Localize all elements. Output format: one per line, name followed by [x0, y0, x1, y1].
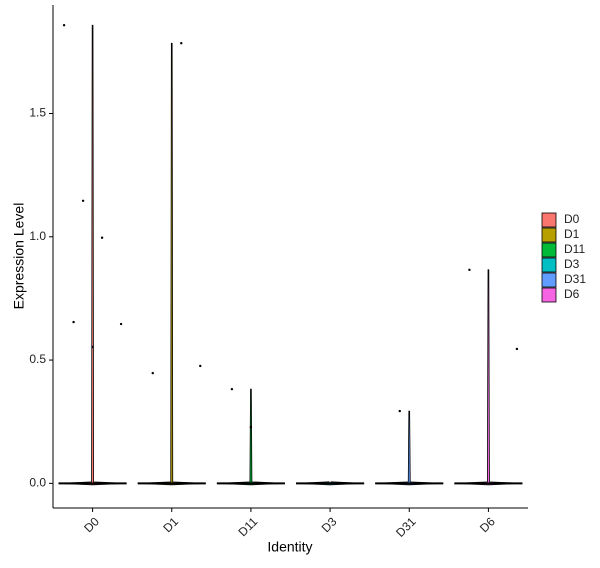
y-tick-label: 1.5 [29, 106, 46, 120]
legend-label: D3 [564, 257, 580, 271]
x-tick-label: D3 [319, 514, 340, 535]
violin [375, 410, 444, 486]
legend-swatch [541, 257, 557, 273]
x-axis-label: Identity [267, 539, 312, 555]
point [398, 409, 401, 413]
violin [137, 42, 206, 486]
legend-label: D1 [564, 227, 580, 241]
point [230, 387, 234, 391]
point [91, 345, 94, 349]
point [62, 24, 66, 27]
legend-swatch [541, 242, 557, 258]
x-tick-label: D0 [81, 514, 102, 535]
y-tick-label: 0.5 [29, 352, 46, 366]
point [180, 42, 183, 45]
point [81, 199, 85, 202]
y-tick-label: 1.0 [29, 229, 46, 243]
point [199, 364, 202, 368]
x-tick-label: D31 [393, 514, 419, 540]
legend-label: D11 [564, 242, 585, 256]
legend-label: D6 [564, 287, 580, 301]
point [151, 371, 154, 375]
y-tick-label: 0.0 [29, 476, 46, 490]
legend-swatch [541, 287, 557, 303]
point [119, 322, 123, 326]
legend-swatch [541, 227, 557, 243]
legend-label: D31 [564, 272, 586, 286]
x-tick-label: D11 [235, 514, 260, 539]
legend-swatch [541, 212, 557, 228]
x-tick-label: D6 [477, 514, 498, 535]
legend-label: D0 [564, 212, 580, 226]
y-axis-label: Expression Level [11, 203, 27, 310]
violin [216, 388, 285, 486]
x-tick-label: D1 [160, 514, 181, 535]
point [249, 425, 253, 429]
point [515, 347, 519, 351]
point [468, 268, 471, 272]
violin [58, 24, 127, 486]
legend-swatch [541, 272, 557, 288]
violin [454, 269, 523, 486]
point [100, 236, 104, 239]
point [72, 320, 75, 324]
